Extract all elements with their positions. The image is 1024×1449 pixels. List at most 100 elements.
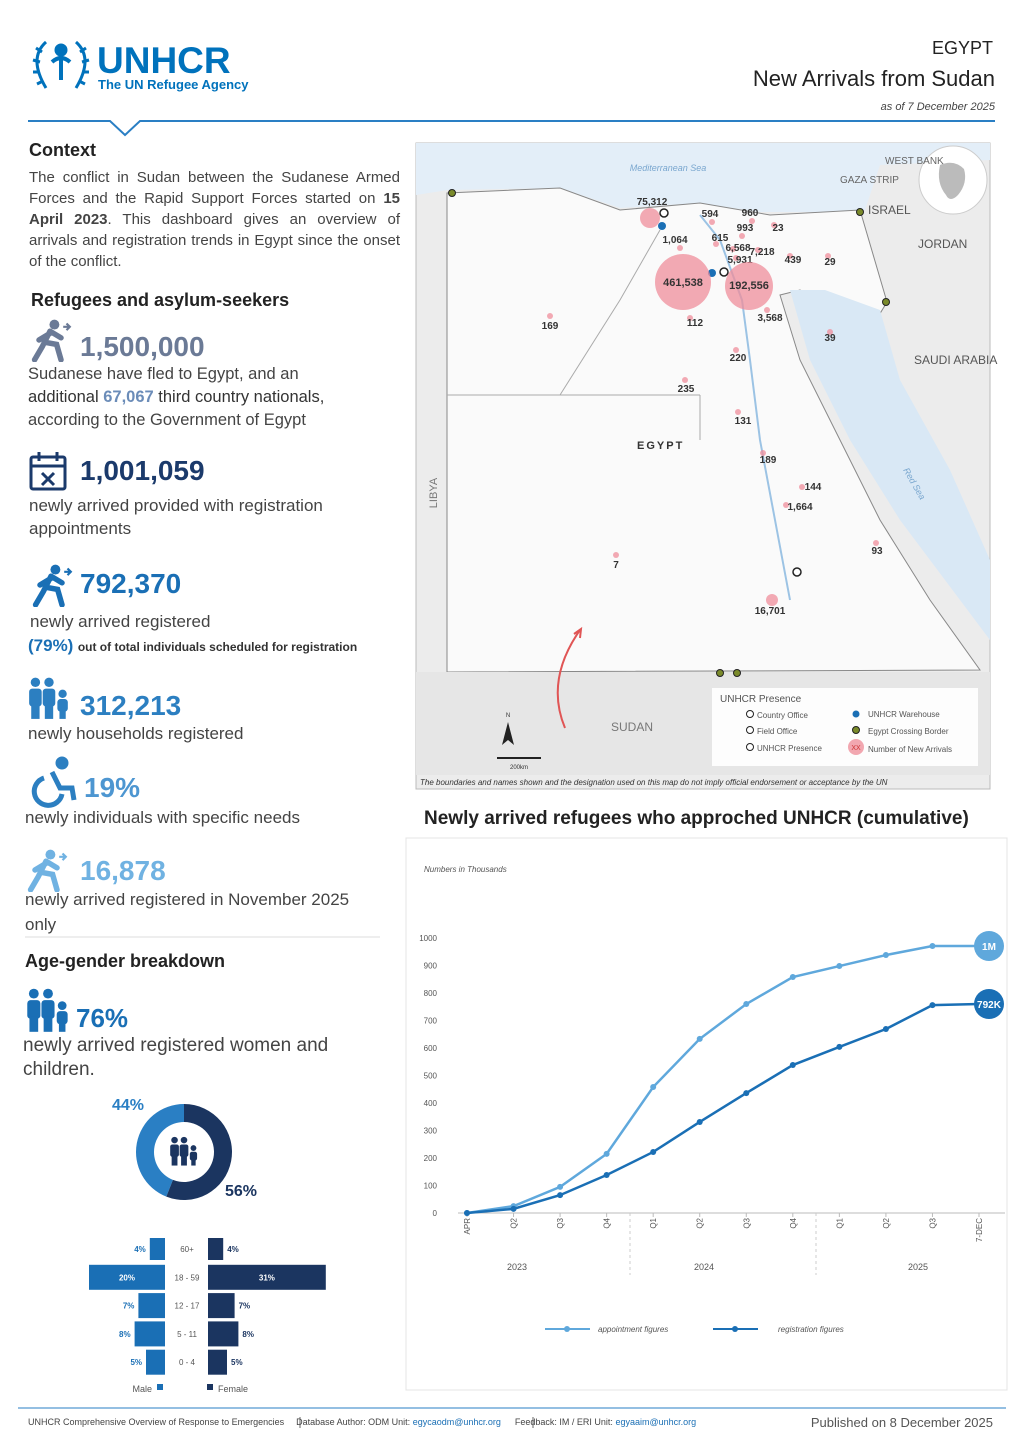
end-badge [974, 930, 1004, 961]
published: Published on 8 December 2025 [810, 1415, 993, 1430]
text: out of total individuals scheduled for r… [77, 640, 358, 654]
bar [149, 1238, 165, 1260]
arrival-label: 93 [871, 546, 883, 557]
y-tick-label: 200 [424, 1154, 438, 1163]
text: Database Author: ODM Unit: [296, 1417, 411, 1427]
bar [208, 1321, 239, 1347]
legend-swatch [207, 1384, 213, 1390]
bar-label: 5% [231, 1358, 243, 1367]
x-tick-label: 7-DEC [975, 1218, 984, 1242]
stat-text: Sudanese have fled to Egypt, and an addit… [28, 363, 408, 432]
chart-subtitle: Numbers in Thousands [424, 865, 507, 874]
bar [138, 1293, 165, 1319]
x-tick-label: APR [463, 1218, 472, 1235]
bar-label: 4% [134, 1245, 146, 1254]
arrow [556, 629, 581, 729]
x-tick-label: Q4 [603, 1217, 612, 1228]
category-label: 0 - 4 [179, 1358, 196, 1367]
icon [29, 452, 67, 491]
x-group-label: 2023 [507, 1262, 527, 1272]
point [743, 1001, 750, 1007]
x-group-label: 2025 [908, 1262, 928, 1272]
y-tick-label: 800 [424, 989, 438, 998]
legend-marker [564, 1326, 570, 1332]
icon [36, 565, 71, 605]
arrival-label: 235 [678, 384, 695, 395]
x-tick-label: Q3 [742, 1217, 751, 1228]
heading: Refugees and asylum-seekers [31, 290, 290, 310]
text: UNHCR Comprehensive Overview of Response… [28, 1417, 285, 1427]
point [929, 1002, 936, 1009]
map-label: JORDAN [918, 237, 967, 251]
text: 67,067 [103, 388, 154, 406]
line [466, 1002, 980, 1215]
point [836, 963, 843, 970]
icon [29, 677, 68, 719]
arrival-bubble [687, 315, 693, 321]
x-tick-label: Q4 [789, 1217, 798, 1228]
map-label: ISRAEL [868, 203, 911, 217]
legend-marker [732, 1326, 738, 1332]
stat-value: 76% [76, 1003, 129, 1033]
map-label: WEST BANK [885, 156, 944, 167]
red-sea [790, 290, 990, 640]
arrival-bubble [766, 594, 778, 606]
bar [208, 1293, 235, 1319]
donut-label: 56% [225, 1183, 257, 1200]
bar-label: 4% [227, 1245, 239, 1254]
footer-text: UNHCR Comprehensive Overview of Response… [28, 1417, 696, 1427]
arrival-bubble [730, 246, 736, 252]
link[interactable]: egycaodm@unhcr.org [412, 1417, 501, 1427]
x-tick-label: Q2 [510, 1217, 519, 1228]
arrival-label: 5,931 [727, 255, 752, 266]
end-label: 1M [982, 942, 996, 953]
bar [134, 1321, 165, 1347]
arrival-bubble [655, 254, 711, 310]
x-tick-label: Q1 [835, 1217, 844, 1228]
text: Feedback: IM / ERI Unit: [514, 1417, 613, 1427]
stat-text: newly arrived registered [30, 612, 211, 631]
text: . This dashboard gives an overview of ar… [29, 211, 400, 270]
header-rule [28, 120, 995, 137]
icon [35, 320, 70, 360]
legend-label: registration figures [778, 1325, 844, 1334]
point [696, 1035, 703, 1042]
logo-text: UNHCR [97, 40, 231, 81]
y-tick-label: 700 [424, 1017, 438, 1026]
stat-note: (79%) out of total individuals scheduled… [28, 636, 357, 656]
text: third country nationals, [158, 388, 325, 406]
bar [146, 1349, 165, 1375]
arrival-label: 993 [737, 223, 754, 234]
arrival-bubble [725, 262, 773, 310]
arrival-label: 6,568 [725, 243, 750, 254]
arrival-bubble [739, 233, 745, 239]
north-arrow [502, 722, 514, 745]
arrival-bubble [755, 247, 761, 253]
map-label: SUDAN [611, 720, 653, 734]
chart-title: Newly arrived refugees who approched UNH… [424, 808, 969, 829]
link[interactable]: egyaaim@unhcr.org [615, 1417, 697, 1427]
bar-label: 8% [242, 1330, 254, 1339]
icon [31, 756, 77, 808]
bar [208, 1349, 227, 1375]
separator [299, 1417, 534, 1428]
end-label: 792K [977, 1000, 1002, 1011]
stat-text: newly arrived provided with registration… [29, 496, 323, 538]
map-legend [712, 688, 978, 766]
arrival-bubble [783, 502, 789, 508]
arrival-label: 7 [613, 560, 619, 571]
arrival-bubble [613, 552, 619, 558]
y-tick-label: 900 [424, 962, 438, 971]
arrival-bubble [682, 377, 688, 383]
point [789, 974, 796, 981]
arrival-bubble [873, 540, 879, 546]
arrival-label: 1,064 [662, 235, 687, 246]
arrival-label: 960 [742, 208, 759, 219]
map-label: LIBYA [428, 477, 440, 508]
line [466, 944, 979, 1215]
arrival-label: 16,701 [755, 606, 786, 617]
point [557, 1192, 564, 1199]
text: according to the Government of Egypt [28, 411, 306, 429]
point [650, 1084, 657, 1091]
arrival-label: 3,568 [757, 313, 782, 324]
